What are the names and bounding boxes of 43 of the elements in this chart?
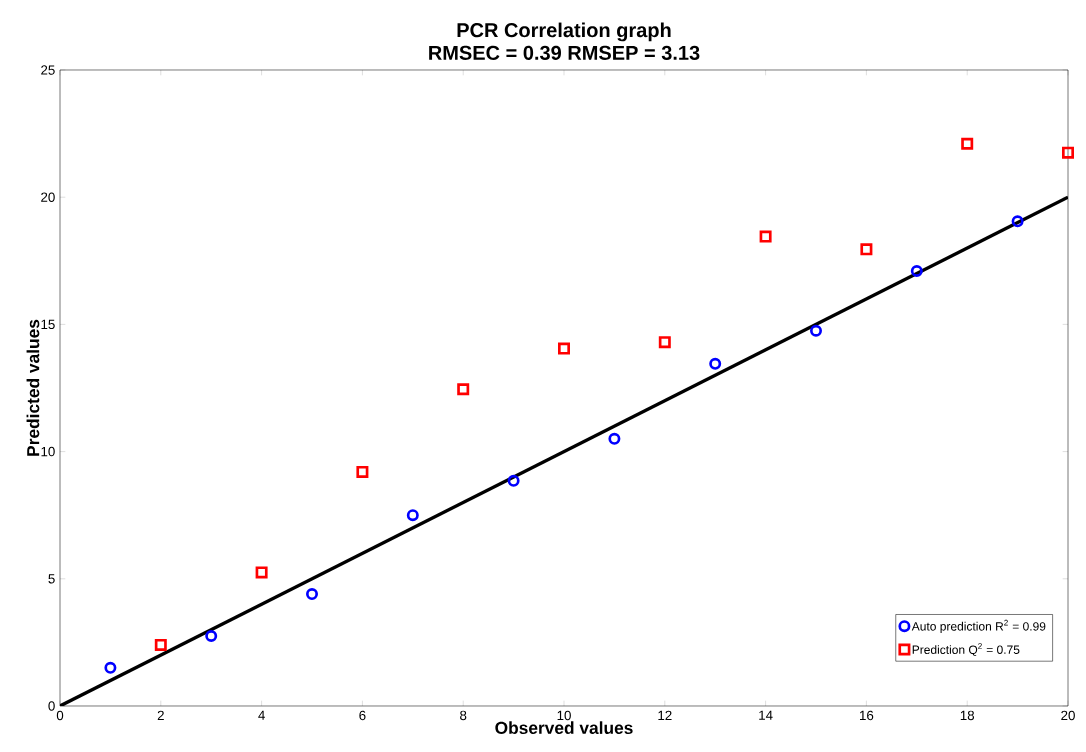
point	[558, 342, 571, 355]
chart-title: PCR Correlation graph	[457, 22, 671, 42]
y-tick-label: 15	[41, 319, 55, 330]
x-tick-label: 18	[960, 710, 975, 721]
point	[255, 566, 268, 579]
point	[709, 357, 722, 370]
point	[154, 638, 167, 651]
x-tick-label: 12	[658, 710, 672, 721]
point	[961, 137, 974, 150]
y-tick-label: 25	[41, 65, 55, 75]
y-tick-label: 5	[48, 574, 55, 584]
y-tick-label: 10	[41, 446, 55, 457]
x-tick-label: 8	[460, 710, 467, 721]
legend-label: Prediction Q$^{2}$ = 0.75	[912, 643, 1020, 657]
point	[1062, 146, 1075, 159]
chart-subtitle: RMSEC = 0.39 RMSEP = 3.13	[429, 45, 700, 60]
x-tick-label: 4	[258, 710, 265, 720]
point	[457, 383, 470, 396]
point	[104, 661, 117, 674]
x-tick-label: 2	[157, 710, 164, 721]
x-tick-label: 6	[359, 710, 366, 721]
x-tick-label: 14	[759, 710, 773, 720]
x-tick-label: 20	[1061, 710, 1075, 721]
point	[759, 230, 772, 243]
point	[910, 264, 923, 277]
x-tick-label: 0	[56, 710, 64, 721]
legend-label: Auto prediction R$^{2}$ = 0.99	[911, 619, 1046, 633]
point	[810, 324, 823, 337]
x-axis-title: Observed values	[495, 721, 633, 735]
point	[1011, 215, 1024, 228]
x-tick-label: 10	[557, 710, 571, 721]
point	[356, 465, 369, 478]
point	[306, 588, 319, 601]
point	[608, 432, 621, 445]
point	[205, 630, 218, 643]
point	[658, 336, 671, 349]
y-tick-label: 0	[48, 701, 55, 711]
y-tick-label: 20	[41, 192, 55, 202]
x-tick-label: 16	[860, 710, 874, 721]
point	[860, 243, 873, 256]
y-axis-title: Predicted values	[26, 319, 40, 456]
point	[507, 474, 520, 487]
point	[406, 509, 419, 522]
